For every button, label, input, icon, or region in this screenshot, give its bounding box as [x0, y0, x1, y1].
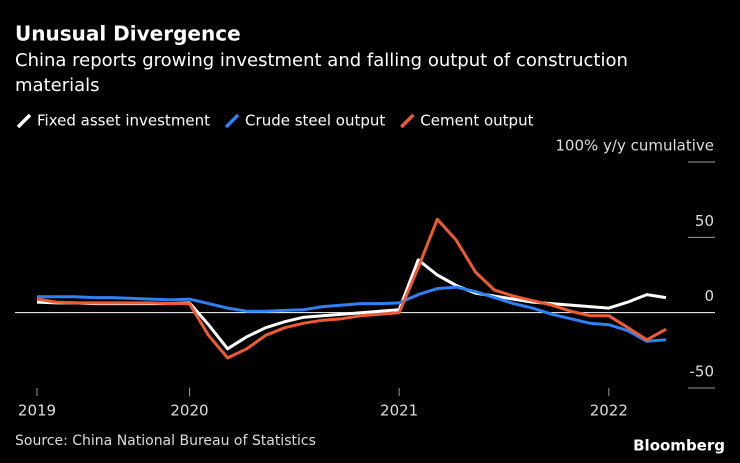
series-line	[37, 285, 667, 343]
legend-swatch	[224, 113, 240, 129]
y-tick-label: 50	[695, 212, 714, 230]
source: Source: China National Bureau of Statist…	[15, 433, 316, 449]
legend-label: Fixed asset investment	[37, 112, 210, 130]
chart-subtitle: materials	[15, 75, 100, 96]
chart-title: Unusual Divergence	[15, 22, 241, 46]
series-line	[36, 217, 667, 360]
y-tick-label: 100% y/y cumulative	[555, 137, 714, 155]
brand: Bloomberg	[633, 437, 725, 455]
legend-label: Crude steel output	[245, 112, 385, 130]
legend-label: Cement output	[420, 112, 533, 130]
x-tick-label: 2022	[590, 402, 628, 420]
legend-swatch	[400, 113, 415, 129]
x-tick-label: 2020	[170, 402, 208, 420]
legend-swatch	[16, 113, 32, 129]
x-tick-label: 2021	[380, 402, 418, 420]
chart-subtitle: China reports growing investment and fal…	[15, 50, 628, 71]
x-tick-label: 2019	[18, 402, 56, 420]
y-tick-label: -50	[690, 363, 715, 381]
y-tick-label: 0	[704, 287, 714, 305]
